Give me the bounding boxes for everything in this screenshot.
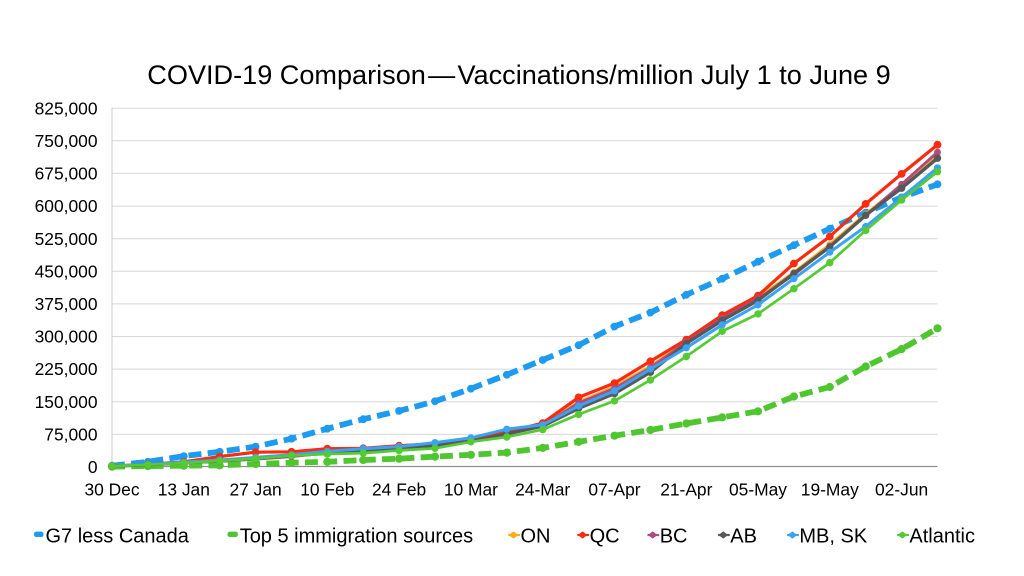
svg-text:225,000: 225,000	[35, 359, 98, 379]
svg-text:Atlantic: Atlantic	[909, 526, 975, 548]
svg-text:30 Dec: 30 Dec	[84, 480, 139, 500]
svg-text:10 Feb: 10 Feb	[300, 480, 354, 500]
svg-text:375,000: 375,000	[35, 294, 98, 314]
svg-text:02-Jun: 02-Jun	[875, 480, 928, 500]
svg-text:675,000: 675,000	[35, 164, 98, 184]
svg-text:150,000: 150,000	[35, 392, 98, 412]
svg-text:825,000: 825,000	[35, 98, 98, 118]
svg-text:19-May: 19-May	[801, 480, 859, 500]
svg-text:COVID-19 Comparison — Vaccinat: COVID-19 Comparison — Vaccinations/milli…	[147, 59, 890, 90]
svg-text:AB: AB	[730, 526, 757, 548]
svg-text:QC: QC	[590, 526, 620, 548]
svg-text:600,000: 600,000	[35, 196, 98, 216]
svg-text:Top 5 immigration sources: Top 5 immigration sources	[240, 526, 473, 548]
svg-text:G7 less Canada: G7 less Canada	[46, 526, 190, 548]
svg-text:ON: ON	[521, 526, 551, 548]
svg-text:13 Jan: 13 Jan	[158, 480, 210, 500]
svg-text:0: 0	[88, 457, 98, 477]
svg-text:525,000: 525,000	[35, 229, 98, 249]
svg-text:450,000: 450,000	[35, 261, 98, 281]
svg-text:75,000: 75,000	[44, 425, 97, 445]
svg-text:27 Jan: 27 Jan	[229, 480, 281, 500]
svg-text:10 Mar: 10 Mar	[444, 480, 498, 500]
svg-text:MB, SK: MB, SK	[799, 526, 867, 548]
svg-text:24-Mar: 24-Mar	[515, 480, 570, 500]
svg-text:21-Apr: 21-Apr	[660, 480, 712, 500]
svg-text:07-Apr: 07-Apr	[588, 480, 640, 500]
svg-text:750,000: 750,000	[35, 131, 98, 151]
svg-text:300,000: 300,000	[35, 327, 98, 347]
svg-text:24 Feb: 24 Feb	[372, 480, 426, 500]
svg-text:BC: BC	[660, 526, 688, 548]
svg-text:05-May: 05-May	[729, 480, 787, 500]
